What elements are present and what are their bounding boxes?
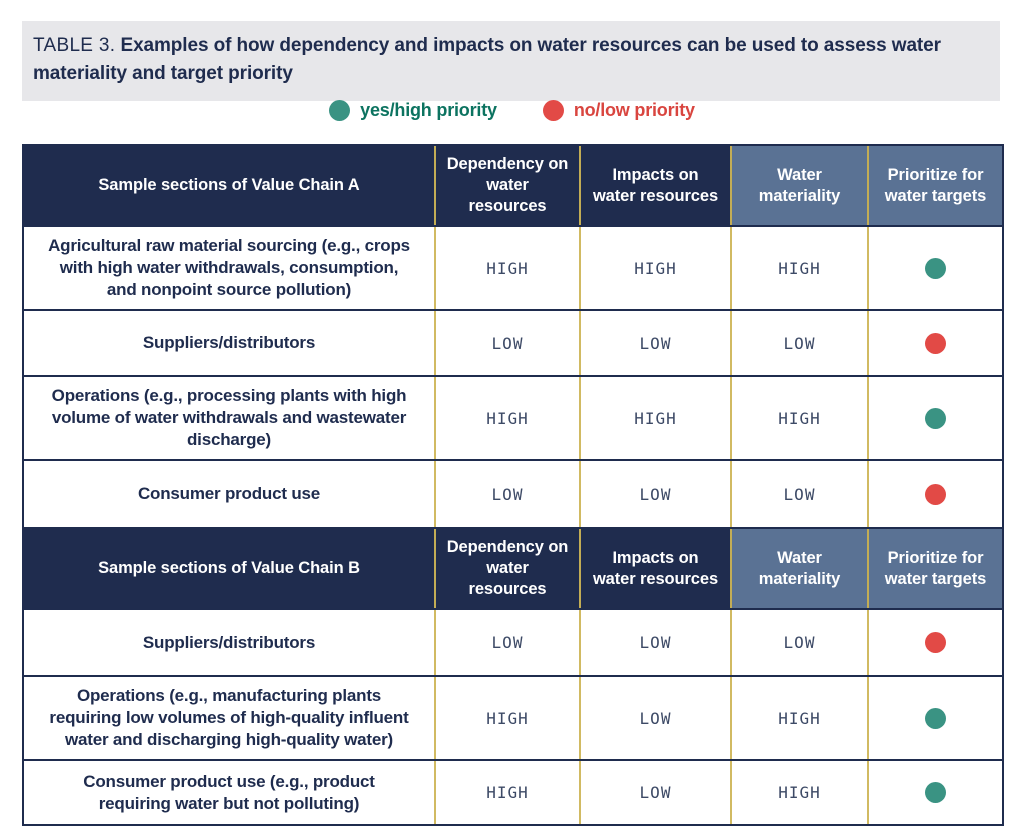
priority-dot-cell (869, 461, 1002, 527)
table-title-text: Examples of how dependency and impacts o… (33, 35, 941, 84)
materiality-table: Sample sections of Value Chain A Depende… (22, 144, 1004, 826)
row-label: Suppliers/distributors (24, 311, 436, 375)
dependency-value: HIGH (436, 677, 581, 759)
col-header-sample-sections-b: Sample sections of Value Chain B (24, 529, 436, 608)
priority-dot-icon (925, 257, 946, 279)
priority-dot-cell (869, 610, 1002, 675)
legend-label-low: no/low priority (573, 100, 695, 120)
low-priority-dot-icon (542, 100, 564, 121)
priority-dot-icon (925, 483, 946, 505)
impacts-value: LOW (581, 610, 732, 675)
dependency-value: LOW (436, 461, 581, 527)
row-label: Operations (e.g., manufacturing plants r… (24, 677, 436, 759)
impacts-value: HIGH (581, 377, 732, 459)
header-row-value-chain-b: Sample sections of Value Chain B Depende… (24, 529, 1002, 610)
priority-dot-icon (925, 782, 946, 803)
materiality-value: HIGH (732, 227, 869, 309)
table-row: Agricultural raw material sourcing (e.g.… (24, 227, 1002, 311)
col-header-prioritize: Prioritize for water targets (869, 529, 1002, 608)
title-bar: TABLE 3. Examples of how dependency and … (22, 21, 1000, 101)
priority-dot-cell (869, 761, 1002, 824)
materiality-value: LOW (732, 311, 869, 375)
col-header-impacts: Impacts on water resources (581, 146, 732, 225)
priority-dot-cell (869, 311, 1002, 375)
col-header-sample-sections-a: Sample sections of Value Chain A (24, 146, 436, 225)
priority-dot-cell (869, 677, 1002, 759)
high-priority-dot-icon (329, 100, 351, 121)
priority-dot-cell (869, 227, 1002, 309)
col-header-impacts: Impacts on water resources (581, 529, 732, 608)
impacts-value: HIGH (581, 227, 732, 309)
row-label: Agricultural raw material sourcing (e.g.… (24, 227, 436, 309)
legend-item-high: yes/high priority (329, 100, 497, 121)
priority-dot-icon (925, 332, 946, 354)
col-header-dependency: Dependency on water resources (436, 146, 581, 225)
table-row: Suppliers/distributors LOW LOW LOW (24, 311, 1002, 377)
materiality-value: LOW (732, 461, 869, 527)
materiality-value: LOW (732, 610, 869, 675)
impacts-value: LOW (581, 677, 732, 759)
row-label: Consumer product use (e.g., product requ… (24, 761, 436, 824)
row-label: Consumer product use (24, 461, 436, 527)
row-label: Operations (e.g., processing plants with… (24, 377, 436, 459)
impacts-value: LOW (581, 461, 732, 527)
col-header-prioritize: Prioritize for water targets (869, 146, 1002, 225)
materiality-value: HIGH (732, 377, 869, 459)
materiality-value: HIGH (732, 761, 869, 824)
legend: yes/high priority no/low priority (0, 100, 1024, 121)
table-row: Consumer product use LOW LOW LOW (24, 461, 1002, 529)
legend-item-low: no/low priority (542, 100, 695, 121)
priority-dot-icon (925, 407, 946, 429)
row-label: Suppliers/distributors (24, 610, 436, 675)
table-row: Suppliers/distributors LOW LOW LOW (24, 610, 1002, 677)
priority-dot-cell (869, 377, 1002, 459)
col-header-materiality: Water materiality (732, 529, 869, 608)
header-row-value-chain-a: Sample sections of Value Chain A Depende… (24, 146, 1002, 227)
dependency-value: LOW (436, 311, 581, 375)
dependency-value: HIGH (436, 761, 581, 824)
page: TABLE 3. Examples of how dependency and … (0, 21, 1024, 826)
dependency-value: HIGH (436, 377, 581, 459)
table-row: Operations (e.g., processing plants with… (24, 377, 1002, 461)
impacts-value: LOW (581, 311, 732, 375)
priority-dot-icon (925, 707, 946, 729)
col-header-materiality: Water materiality (732, 146, 869, 225)
legend-label-high: yes/high priority (360, 100, 497, 120)
dependency-value: LOW (436, 610, 581, 675)
table-row: Consumer product use (e.g., product requ… (24, 761, 1002, 824)
table-title-prefix: TABLE 3. (33, 35, 116, 56)
table-title: TABLE 3. Examples of how dependency and … (33, 32, 984, 88)
priority-dot-icon (925, 632, 946, 653)
col-header-dependency: Dependency on water resources (436, 529, 581, 608)
table-row: Operations (e.g., manufacturing plants r… (24, 677, 1002, 761)
materiality-value: HIGH (732, 677, 869, 759)
impacts-value: LOW (581, 761, 732, 824)
dependency-value: HIGH (436, 227, 581, 309)
